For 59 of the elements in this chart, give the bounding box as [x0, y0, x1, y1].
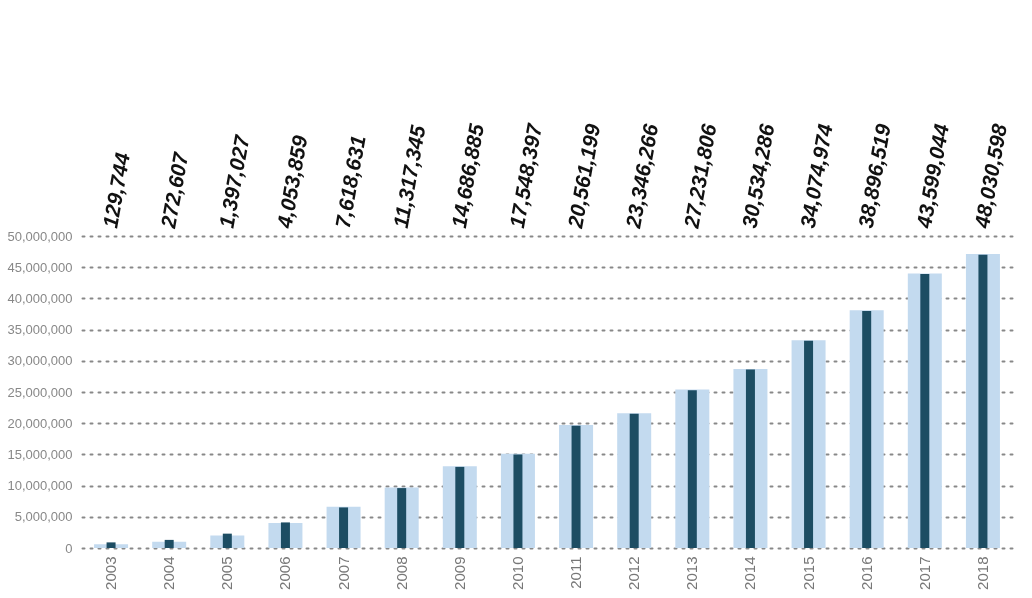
- bar: [862, 310, 872, 548]
- text: 27,231,806: [679, 121, 721, 231]
- bar: [455, 466, 465, 548]
- y-tick-label: 50,000,000: [7, 228, 73, 244]
- text: 20,561,199: [563, 121, 605, 231]
- y-tick-label: 20,000,000: [7, 415, 73, 431]
- x-tick-label: 2010: [508, 556, 526, 590]
- x-tick-label: 2009: [450, 556, 468, 590]
- bar: [222, 533, 232, 548]
- text: 23,346,266: [621, 121, 663, 231]
- text: 48,030,598: [969, 121, 1012, 231]
- text: 129,744: [98, 150, 135, 230]
- text: 1,397,027: [214, 132, 254, 230]
- bar: [280, 522, 290, 548]
- x-tick-label: 2018: [973, 556, 991, 590]
- y-tick-label: 45,000,000: [7, 259, 73, 275]
- text: 272,607: [156, 149, 193, 231]
- text: 4,053,859: [272, 133, 312, 231]
- y-tick-label: 30,000,000: [7, 353, 73, 369]
- x-tick-label: 2016: [857, 556, 875, 590]
- x-tick-label: 2014: [741, 556, 759, 590]
- text: 11,317,345: [388, 123, 430, 230]
- bar: [571, 425, 581, 548]
- text: 17,548,397: [505, 120, 547, 230]
- text: 14,686,885: [447, 121, 488, 230]
- x-tick-label: 2017: [915, 556, 933, 590]
- x-tick-label: 2006: [276, 556, 294, 590]
- x-tick-label: 2007: [334, 556, 352, 590]
- bar: [397, 488, 407, 548]
- bar: [513, 454, 523, 548]
- y-tick-label: 40,000,000: [7, 290, 73, 306]
- y-tick-label: 0: [65, 540, 73, 556]
- bar: [745, 369, 755, 548]
- y-tick-label: 5,000,000: [14, 509, 73, 525]
- x-tick-label: 2005: [218, 556, 236, 590]
- bar: [804, 340, 814, 548]
- bar: [920, 274, 930, 548]
- x-tick-label: 2011: [567, 556, 585, 589]
- x-tick-label: 2012: [625, 556, 643, 590]
- x-tick-label: 2003: [102, 556, 120, 590]
- y-tick-label: 35,000,000: [7, 322, 73, 338]
- x-tick-label: 2013: [683, 556, 701, 590]
- bar: [164, 539, 174, 548]
- y-tick-label: 15,000,000: [7, 446, 73, 462]
- bar: [687, 390, 697, 548]
- text: 43,599,044: [911, 121, 953, 231]
- y-tick-label: 10,000,000: [7, 478, 73, 494]
- x-tick-label: 2008: [392, 556, 410, 590]
- bar: [978, 254, 988, 548]
- text: 30,534,286: [737, 121, 779, 230]
- x-tick-label: 2004: [160, 556, 178, 590]
- bar: [629, 413, 639, 548]
- x-tick-label: 2015: [799, 556, 817, 590]
- text: 38,896,519: [853, 121, 895, 230]
- bar: [106, 542, 116, 548]
- y-tick-label: 25,000,000: [7, 384, 73, 400]
- bar: [339, 507, 349, 548]
- text: 34,074,974: [795, 121, 837, 230]
- text: 7,618,631: [330, 133, 370, 230]
